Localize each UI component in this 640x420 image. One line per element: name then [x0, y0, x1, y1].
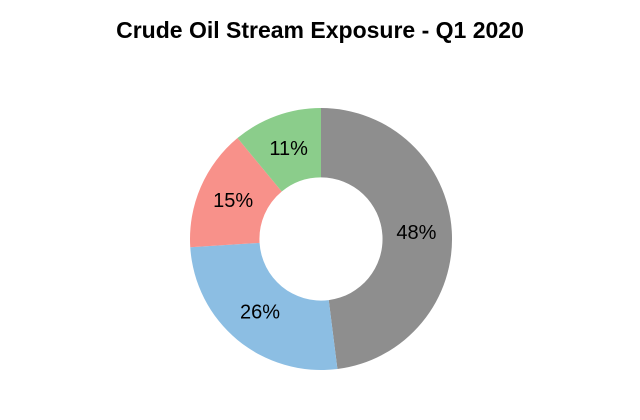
donut-slice-1 — [190, 242, 338, 371]
slice-label-2: 15% — [213, 190, 253, 212]
slice-label-1: 26% — [240, 302, 280, 324]
donut-slice-0 — [321, 107, 453, 369]
slice-label-3: 11% — [269, 138, 308, 160]
slice-label-0: 48% — [396, 222, 436, 244]
donut-slice-2 — [190, 138, 282, 248]
donut-slice-3 — [237, 108, 321, 192]
chart-title: Crude Oil Stream Exposure - Q1 2020 — [116, 17, 524, 43]
